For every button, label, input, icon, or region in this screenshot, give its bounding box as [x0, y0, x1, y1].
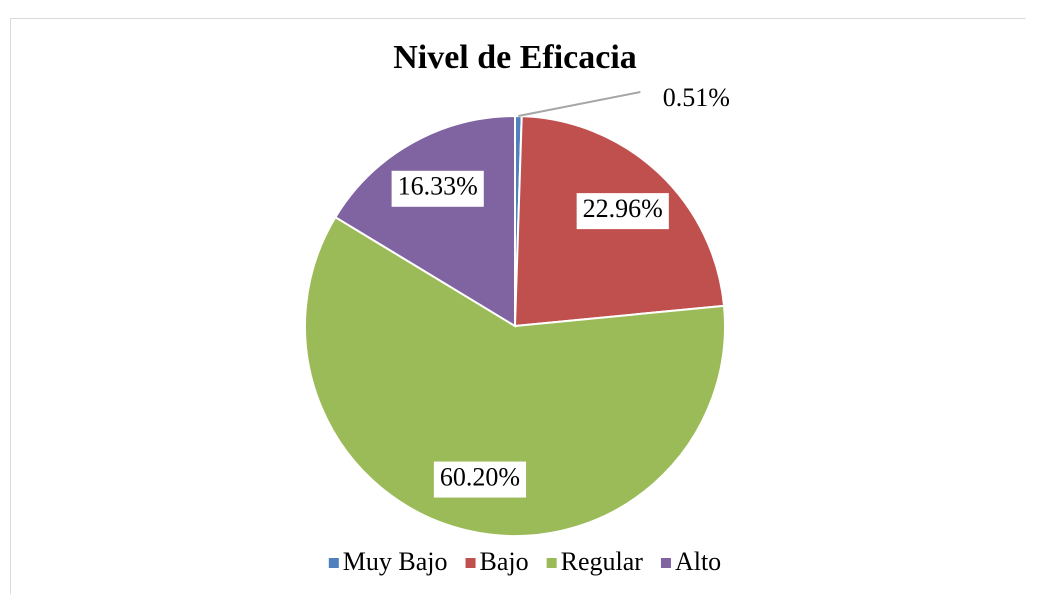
legend-marker [465, 558, 476, 568]
data-label-box [433, 461, 527, 498]
data-label-box [391, 170, 484, 207]
legend-label: Muy Bajo [343, 547, 448, 576]
data-label: 22.96% [583, 194, 663, 223]
legend-label: Regular [561, 547, 644, 576]
pie-slice [334, 114, 516, 328]
legend-label: Bajo [480, 547, 529, 576]
chart-border [10, 18, 1026, 594]
pie-slice [304, 215, 726, 537]
legend-marker [328, 558, 339, 568]
data-label: 0.51% [663, 83, 730, 112]
data-label-box [576, 193, 669, 230]
chart-title: Nivel de Eficacia [393, 39, 637, 76]
leader-line [518, 91, 641, 118]
legend-marker [660, 558, 671, 568]
legend-marker [546, 558, 557, 568]
data-label: 16.33% [398, 172, 478, 201]
data-label: 60.20% [440, 463, 520, 492]
legend-label: Alto [675, 547, 721, 576]
